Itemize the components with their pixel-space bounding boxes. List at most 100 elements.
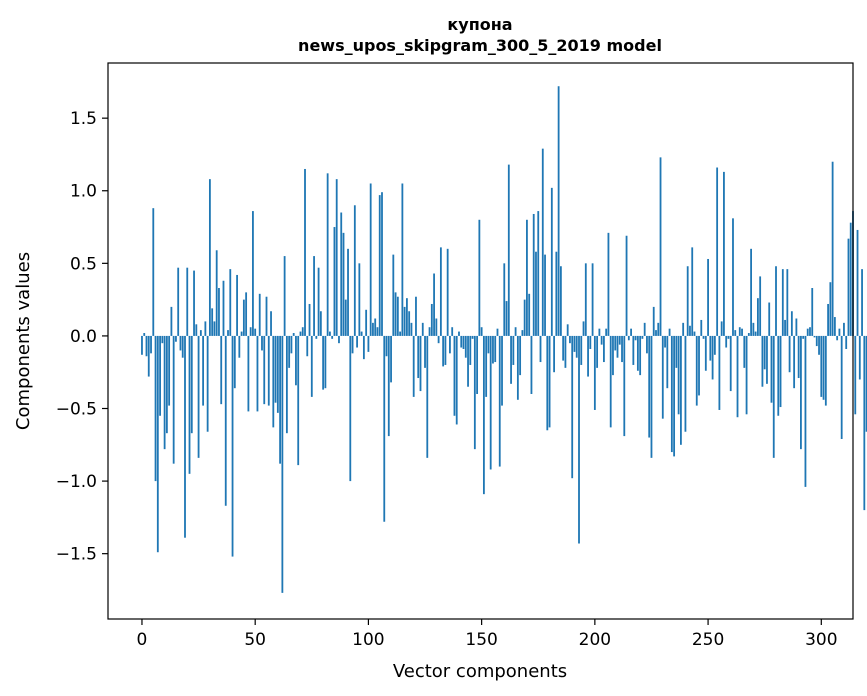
bar (358, 263, 361, 336)
bar (528, 293, 531, 336)
bar (863, 335, 866, 511)
bar (231, 335, 234, 557)
bar (458, 331, 460, 336)
bar (322, 335, 325, 390)
bar (569, 335, 571, 344)
bar (707, 258, 709, 336)
x-tick-label: 200 (579, 630, 611, 650)
bar (494, 335, 497, 363)
bar (299, 331, 302, 336)
bar (442, 335, 445, 367)
bar (168, 335, 171, 406)
bar (308, 303, 311, 336)
x-tick-label: 250 (692, 630, 724, 650)
bar (541, 148, 544, 336)
bar (723, 171, 725, 336)
bar (632, 335, 635, 365)
bar (473, 335, 476, 450)
x-axis-label: Vector components (393, 661, 567, 682)
bar (190, 335, 193, 434)
bar (664, 335, 666, 348)
bar (578, 335, 580, 544)
bar (677, 335, 680, 415)
bar (836, 335, 839, 341)
bar (675, 335, 678, 368)
bar (487, 335, 490, 354)
bar (360, 331, 363, 336)
bar (641, 335, 644, 339)
bar (233, 335, 236, 389)
bar (236, 274, 238, 336)
bar (532, 213, 535, 336)
bar (175, 335, 177, 342)
bar (815, 335, 818, 347)
bar (369, 183, 372, 336)
bar (820, 335, 823, 397)
bar (591, 263, 594, 336)
bar (143, 333, 146, 336)
bar (372, 322, 374, 336)
bar (446, 248, 449, 336)
y-axis-label: Components values (13, 252, 34, 430)
bar (564, 335, 567, 368)
bar (367, 335, 370, 352)
bar (614, 335, 617, 351)
bar (385, 335, 388, 357)
y-tick-label: −0.5 (56, 400, 97, 420)
bar (840, 335, 843, 439)
bar (670, 335, 673, 453)
bar (768, 302, 771, 336)
bar (501, 335, 503, 406)
bar (381, 192, 383, 336)
bar (612, 335, 614, 376)
bar (646, 335, 648, 354)
bar (514, 327, 517, 336)
bar (256, 335, 259, 412)
bar (763, 335, 766, 370)
bar (478, 219, 481, 336)
bar (270, 311, 272, 336)
bar (163, 335, 166, 450)
bar (215, 250, 218, 336)
bar (537, 211, 540, 336)
bar (680, 335, 682, 445)
bar (607, 232, 610, 336)
bar (553, 335, 555, 373)
bar (686, 266, 689, 336)
bar (467, 335, 469, 387)
bar (691, 247, 694, 336)
bar (489, 335, 492, 470)
bar (759, 276, 762, 336)
bar (562, 335, 565, 361)
bar (406, 298, 408, 336)
bar (485, 335, 488, 397)
bar (750, 248, 752, 336)
y-tick-label: −1.0 (56, 472, 97, 492)
bar (720, 321, 723, 336)
bar (306, 335, 309, 357)
bar (806, 328, 809, 336)
x-tick-label: 50 (244, 630, 266, 650)
bar (276, 335, 279, 413)
plot-frame (107, 62, 854, 620)
bar (582, 321, 585, 336)
bar (351, 335, 354, 354)
bar (419, 335, 422, 392)
bar (747, 333, 750, 336)
bar (788, 335, 791, 373)
bar (249, 327, 252, 336)
bar (247, 335, 250, 412)
bar (211, 308, 214, 336)
y-tick-label: −1.5 (56, 545, 97, 565)
bar (652, 306, 655, 336)
bar (152, 208, 155, 336)
bar (580, 335, 583, 365)
bar (557, 86, 560, 336)
bar (195, 324, 198, 336)
bar (347, 248, 349, 336)
bar (702, 335, 705, 339)
bar (709, 335, 712, 361)
bar (349, 335, 352, 482)
bar (673, 335, 676, 457)
bar (245, 292, 248, 336)
